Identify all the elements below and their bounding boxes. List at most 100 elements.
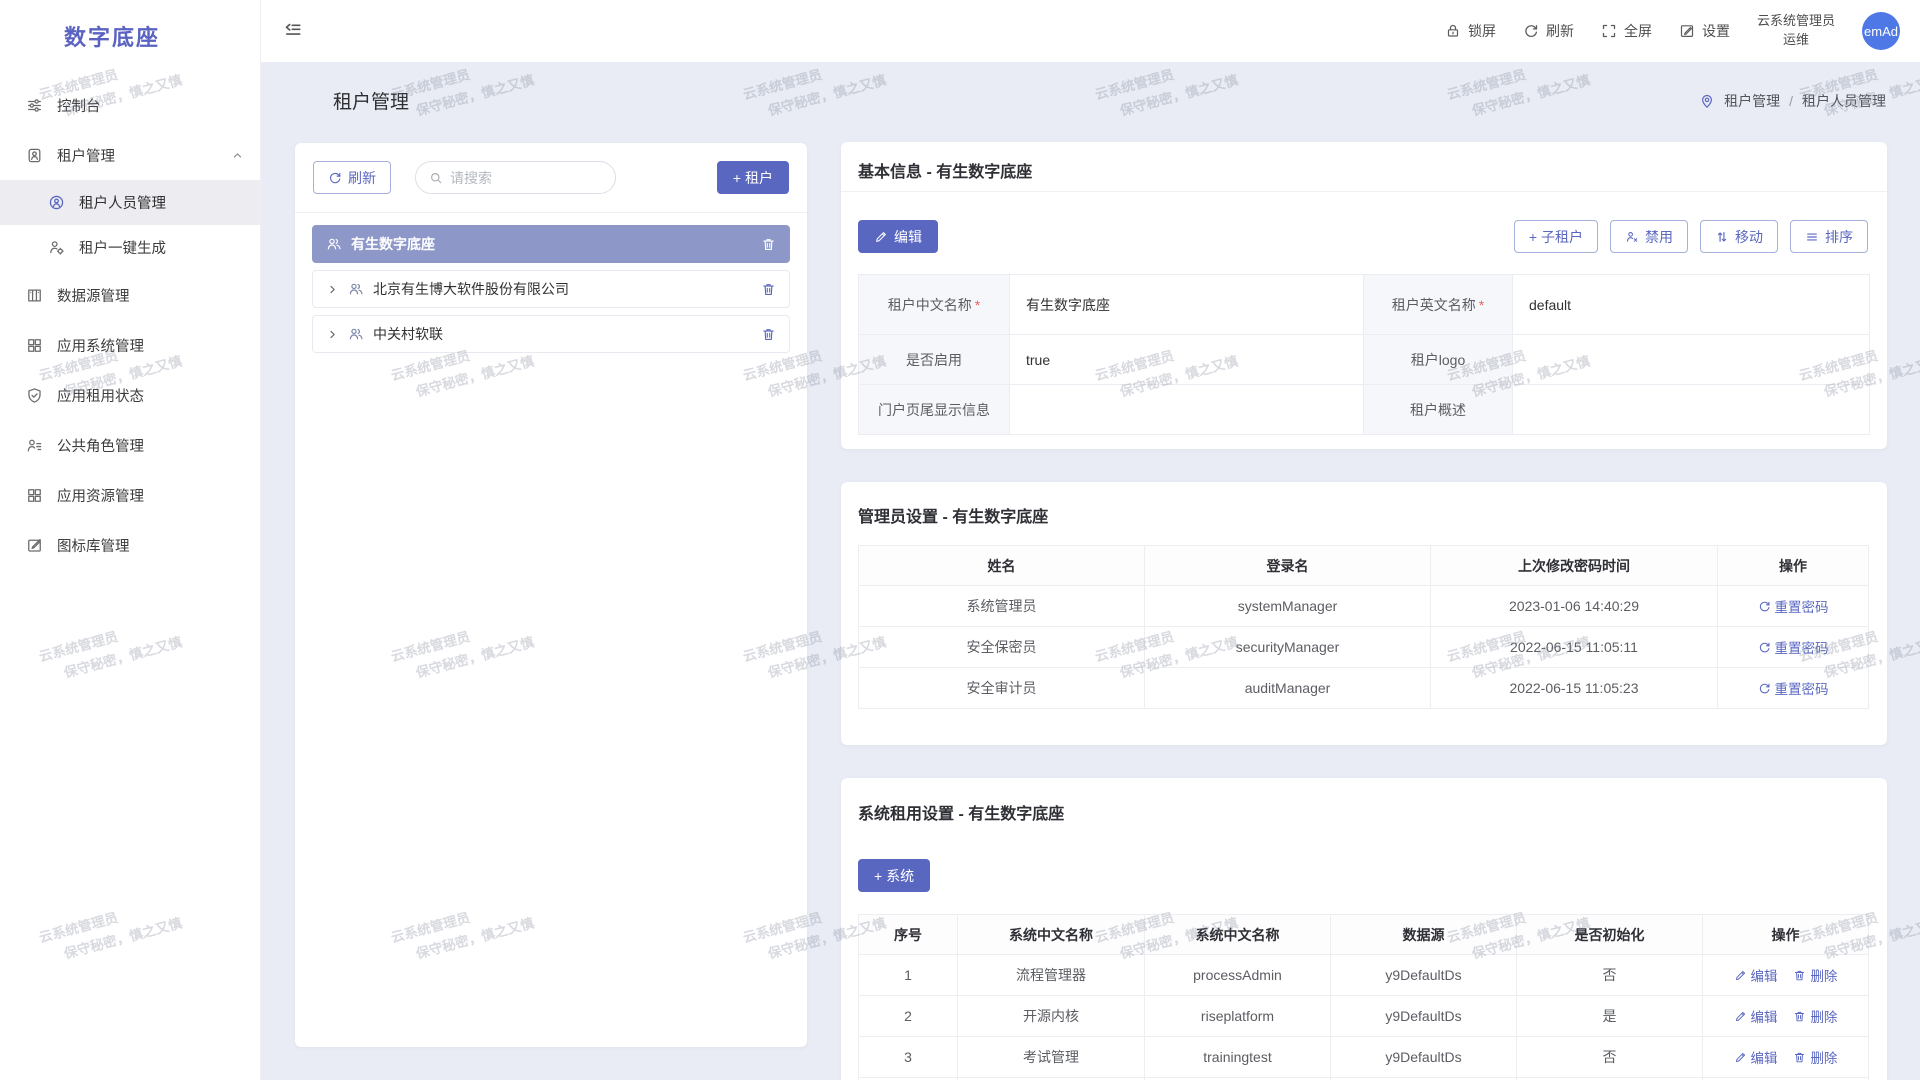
location-pin-icon [1699,93,1715,109]
page-title: 租户管理 [333,92,410,113]
reset-password-link[interactable]: 重置密码 [1758,678,1829,698]
move-tenant-button[interactable]: 移动 [1700,220,1778,253]
pencil-icon [1734,969,1747,982]
sidebar-collapse-icon[interactable] [283,21,303,41]
settings-icon [1679,23,1695,39]
sliders-icon [26,97,43,114]
field-value [1512,334,1870,385]
chevron-right-icon[interactable] [326,283,339,296]
basic-info-actions: 编辑 + 子租户 禁用 移动 排序 [841,192,1887,253]
tree-node-label: 有生数字底座 [351,236,435,252]
refresh-icon [1758,600,1771,613]
current-user-info[interactable]: 云系统管理员 运维 [1757,12,1835,50]
trash-icon [1793,1010,1806,1023]
person-x-icon [1625,230,1639,244]
tenant-tree: 有生数字底座 北京有生博大软件股份有限公司 中关村软联 [295,213,807,365]
table-row: 安全保密员 securityManager 2022-06-15 11:05:1… [858,626,1869,668]
field-label: 是否启用 [858,334,1010,385]
sidebar-item-tenant-personnel[interactable]: 租户人员管理 [0,180,260,225]
chevron-right-icon[interactable] [326,328,339,341]
sidebar-item-tenant-management[interactable]: 租户管理 [0,130,260,180]
column-header: 操作 [1717,545,1869,586]
tree-node[interactable]: 中关村软联 [312,315,790,353]
delete-system-link[interactable]: 删除 [1793,1006,1837,1026]
field-value: true [1009,334,1364,385]
edit-system-link[interactable]: 编辑 [1734,1006,1778,1026]
column-header: 上次修改密码时间 [1430,545,1718,586]
add-tenant-button[interactable]: + 租户 [716,161,789,194]
refresh-icon [1523,23,1539,39]
sidebar-item-console[interactable]: 控制台 [0,80,260,130]
chevron-up-icon [231,149,244,162]
field-label: 租户中文名称 * [858,274,1010,335]
people-icon [348,326,364,342]
edit-system-link[interactable]: 编辑 [1734,1047,1778,1067]
column-header: 序号 [858,914,958,955]
grid-icon [26,337,43,354]
refresh-icon [328,171,342,185]
pencil-icon [1734,1051,1747,1064]
sidebar-item-icon-library[interactable]: 图标库管理 [0,520,260,570]
reset-password-link[interactable]: 重置密码 [1758,637,1829,657]
add-system-button[interactable]: + 系统 [858,859,931,892]
sidebar-item-public-role[interactable]: 公共角色管理 [0,420,260,470]
table-row: 安全审计员 auditManager 2022-06-15 11:05:23 重… [858,667,1869,709]
shield-check-icon [26,387,43,404]
cabinet-icon [26,287,43,304]
app-logo: 数字底座 [64,25,161,50]
breadcrumb-root[interactable]: 租户管理 [1724,93,1781,109]
delete-tenant-icon[interactable] [761,327,776,342]
lock-screen-button[interactable]: 锁屏 [1445,21,1496,41]
person-list-icon [26,437,43,454]
disable-tenant-button[interactable]: 禁用 [1610,220,1688,253]
sidebar-item-app-lease-status[interactable]: 应用租用状态 [0,370,260,420]
delete-system-link[interactable]: 删除 [1793,965,1837,985]
sidebar-item-datasource[interactable]: 数据源管理 [0,270,260,320]
fullscreen-button[interactable]: 全屏 [1601,21,1652,41]
tree-node-label: 中关村软联 [373,326,443,342]
reset-password-link[interactable]: 重置密码 [1758,596,1829,616]
basic-info-table: 租户中文名称 * 有生数字底座 租户英文名称 * default 是否启用 true… [858,274,1870,435]
tree-node-selected[interactable]: 有生数字底座 [312,225,790,263]
tree-node[interactable]: 北京有生博大软件股份有限公司 [312,270,790,308]
sort-tenant-button[interactable]: 排序 [1790,220,1868,253]
column-header: 是否初始化 [1516,914,1703,955]
table-row: 1 流程管理器 processAdmin y9DefaultDs 否 编辑 删除 [858,954,1869,996]
delete-system-link[interactable]: 删除 [1793,1047,1837,1067]
tree-search-box [415,161,616,194]
edit-button[interactable]: 编辑 [858,220,938,253]
field-label: 租户logo [1363,334,1513,385]
tree-node-label: 北京有生博大软件股份有限公司 [373,281,569,297]
delete-tenant-icon[interactable] [761,237,776,252]
sidebar: 数字底座 控制台 租户管理 租户人员管理 租户一键生成 数据源管理 [0,0,261,1080]
table-row: 2 开源内核 riseplatform y9DefaultDs 是 编辑 删除 [858,995,1869,1037]
settings-button[interactable]: 设置 [1679,21,1730,41]
sidebar-item-app-system[interactable]: 应用系统管理 [0,320,260,370]
user-role: 运维 [1782,32,1809,47]
tree-search-input[interactable] [450,169,602,186]
field-value [1512,384,1870,435]
table-row: 3 考试管理 trainingtest y9DefaultDs 否 编辑 删除 [858,1036,1869,1078]
edit-system-link[interactable]: 编辑 [1734,965,1778,985]
fullscreen-icon [1601,23,1617,39]
tree-refresh-button[interactable]: 刷新 [313,161,391,194]
refresh-button[interactable]: 刷新 [1523,21,1574,41]
sidebar-item-tenant-one-click[interactable]: 租户一键生成 [0,225,260,270]
field-value: 有生数字底座 [1009,274,1364,335]
field-value: default [1512,274,1870,335]
sort-icon [1805,230,1819,244]
sidebar-item-app-resource[interactable]: 应用资源管理 [0,470,260,520]
trash-icon [1793,969,1806,982]
add-sub-tenant-button[interactable]: + 子租户 [1513,220,1598,253]
basic-info-card: 基本信息 - 有生数字底座 编辑 + 子租户 禁用 移动 排序 [841,142,1887,449]
system-lease-title: 系统租用设置 - 有生数字底座 [858,806,1065,823]
field-label: 门户页尾显示信息 [858,384,1010,435]
avatar[interactable]: emAd [1862,12,1900,50]
tree-toolbar: 刷新 + 租户 [295,143,807,213]
delete-tenant-icon[interactable] [761,282,776,297]
move-icon [1715,230,1729,244]
lock-icon [1445,23,1461,39]
people-icon [326,236,342,252]
column-header: 登录名 [1144,545,1431,586]
pen-square-icon [26,537,43,554]
